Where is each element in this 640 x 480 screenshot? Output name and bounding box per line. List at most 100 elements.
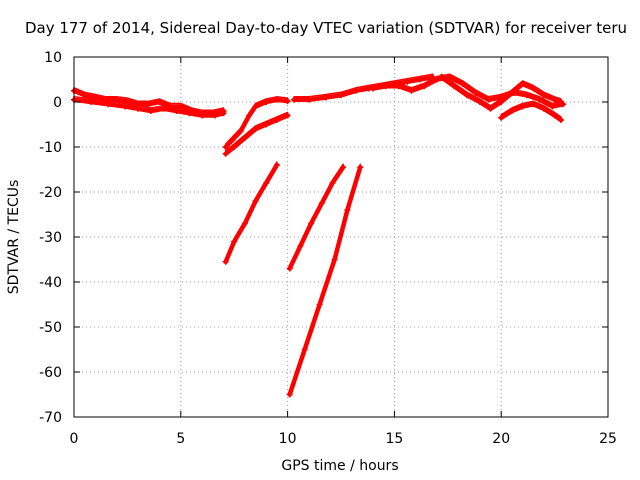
x-tick-label: 5 — [176, 431, 185, 447]
data-point — [237, 128, 244, 135]
data-point — [222, 144, 229, 150]
data-point — [540, 105, 547, 112]
data-point — [231, 238, 238, 245]
series-track-7 — [286, 163, 364, 398]
data-point — [551, 112, 558, 119]
series-band — [439, 75, 564, 112]
data-point — [549, 103, 556, 110]
data-point — [297, 243, 304, 249]
data-point — [160, 105, 167, 112]
data-point — [459, 81, 466, 87]
x-tick-label: 20 — [492, 431, 510, 447]
data-point — [523, 92, 530, 99]
data-point — [105, 101, 112, 108]
series-band — [223, 162, 280, 265]
data-point — [263, 99, 270, 105]
data-point — [395, 83, 402, 90]
data-point — [551, 96, 558, 103]
data-point — [263, 180, 270, 186]
data-point — [487, 105, 494, 112]
data-point — [246, 112, 253, 119]
series-line — [440, 73, 562, 107]
data-point — [446, 74, 453, 81]
data-point — [222, 258, 229, 265]
data-point — [485, 96, 492, 103]
data-point — [357, 164, 364, 171]
data-point — [434, 76, 441, 83]
series-track-4 — [222, 111, 291, 157]
data-point — [286, 391, 293, 398]
tick-labels: 0 5 10 15 20 25 10 0 -10 -20 -30 -40 -50 -60 -70 — [39, 50, 617, 447]
data-point — [464, 92, 471, 99]
series-track-2 — [71, 96, 227, 119]
y-axis-label: SDTVAR / TECUs — [6, 180, 22, 295]
data-point — [498, 99, 505, 105]
data-point — [273, 117, 280, 123]
data-point — [273, 96, 280, 103]
series-band — [370, 75, 566, 109]
data-point — [231, 144, 238, 150]
data-point — [305, 96, 312, 103]
series-line — [288, 163, 361, 393]
x-tick-label: 15 — [385, 431, 403, 447]
data-point — [211, 112, 218, 119]
x-tick-label: 0 — [70, 431, 79, 447]
data-point — [186, 110, 193, 117]
y-tick-label: -50 — [39, 320, 62, 336]
data-point — [316, 301, 323, 308]
y-tick-label: -60 — [39, 365, 62, 381]
series-band — [287, 165, 363, 397]
chart-title: Day 177 of 2014, Sidereal Day-to-day VTE… — [25, 19, 627, 37]
data-point — [229, 137, 236, 144]
data-point — [344, 207, 351, 213]
data-point — [519, 103, 526, 110]
data-point — [286, 265, 293, 272]
data-point — [273, 162, 280, 168]
data-point — [558, 117, 565, 123]
series-layer — [71, 73, 567, 398]
data-point — [122, 103, 129, 110]
data-point — [338, 92, 344, 99]
data-point — [284, 98, 291, 105]
y-tick-label: 0 — [53, 95, 62, 111]
data-point — [252, 198, 259, 204]
data-point — [404, 78, 411, 85]
data-point — [540, 92, 547, 99]
data-point — [370, 85, 377, 92]
data-point — [301, 346, 308, 353]
data-point — [145, 101, 152, 108]
data-point — [318, 200, 325, 207]
y-tick-label: -40 — [39, 275, 62, 291]
data-point — [173, 108, 180, 114]
data-point — [530, 101, 537, 108]
y-tick-label: -30 — [39, 230, 62, 246]
data-point — [536, 96, 543, 103]
data-point — [124, 98, 131, 105]
data-point — [421, 83, 428, 90]
data-point — [284, 112, 291, 119]
data-point — [147, 108, 154, 114]
data-point — [241, 135, 248, 141]
series-track-8 — [291, 73, 436, 103]
y-tick-label: -20 — [39, 185, 62, 201]
data-point — [331, 256, 338, 263]
x-tick-label: 10 — [279, 431, 297, 447]
data-point — [241, 220, 248, 227]
data-point — [498, 114, 505, 121]
data-point — [530, 85, 537, 92]
y-tick-label: 10 — [44, 50, 62, 66]
data-point — [81, 92, 88, 99]
data-point — [308, 220, 315, 227]
series-track-9 — [370, 73, 567, 110]
data-point — [222, 150, 229, 157]
ticks — [73, 56, 609, 418]
series-line — [372, 73, 564, 105]
series-track-5 — [222, 161, 280, 265]
data-point — [263, 121, 270, 128]
data-point — [220, 110, 227, 117]
data-point — [472, 90, 479, 96]
series-track-11 — [498, 100, 565, 123]
series-line — [224, 96, 289, 145]
data-point — [88, 99, 95, 105]
